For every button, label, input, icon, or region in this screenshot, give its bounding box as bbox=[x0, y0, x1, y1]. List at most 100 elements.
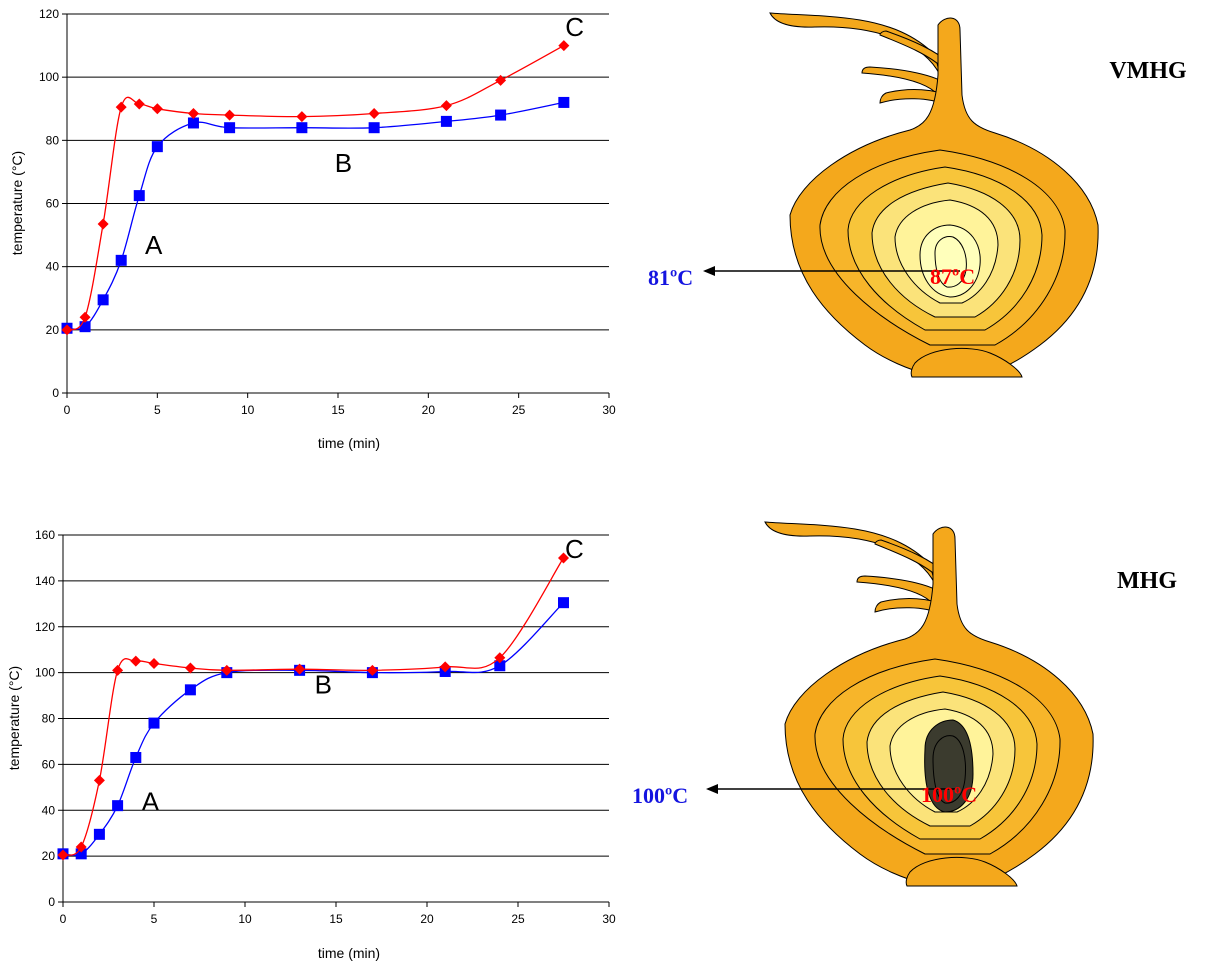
chart-1-series-0-point bbox=[495, 74, 507, 86]
chart-2-series-1-point bbox=[112, 800, 124, 812]
chart-1-series-0-point bbox=[368, 107, 380, 119]
onion-1-core-temp: 87ºC bbox=[930, 264, 975, 289]
chart-1-y-axis-label: temperature (°C) bbox=[9, 151, 25, 255]
chart-2: 0 20 40 60 80 100 120 140 160 0 5 10 15 20 25 30 A B C t… bbox=[6, 528, 616, 961]
chart-2-series-0-point bbox=[130, 655, 142, 667]
chart-2-series-1-point bbox=[93, 828, 105, 840]
chart-1-y-tick-label: 100 bbox=[39, 70, 59, 84]
chart-2-y-tick-label: 120 bbox=[35, 620, 55, 634]
onion-2 bbox=[764, 521, 1094, 887]
onion-1-sprout-2 bbox=[879, 30, 953, 71]
chart-1-series-0-point bbox=[558, 40, 570, 52]
chart-2-series bbox=[57, 552, 569, 861]
chart-2-x-tick-label: 20 bbox=[420, 912, 434, 926]
chart-2-series-0-point bbox=[57, 849, 69, 861]
chart-2-series-0-point bbox=[494, 652, 506, 664]
chart-1-x-tick-label: 15 bbox=[331, 403, 345, 417]
chart-2-x-tick-label: 30 bbox=[602, 912, 616, 926]
chart-1-annotations: A B C bbox=[145, 12, 584, 260]
chart-1-series-1-point bbox=[187, 117, 199, 129]
chart-1-x-tick-label: 10 bbox=[241, 403, 255, 417]
chart-1-series-1-point bbox=[224, 122, 236, 134]
chart-1-series-0-point bbox=[187, 107, 199, 119]
chart-2-series-1-point bbox=[148, 717, 160, 729]
chart-1-series-0-point bbox=[151, 103, 163, 115]
chart-2-series-0-point bbox=[148, 657, 160, 669]
chart-2-gridlines bbox=[63, 534, 609, 857]
chart-2-annotation-a: A bbox=[142, 786, 160, 816]
onion-2-sprout-2 bbox=[874, 539, 948, 580]
chart-2-y-tick-label: 100 bbox=[35, 666, 55, 680]
chart-2-y-tick-label: 20 bbox=[42, 849, 56, 863]
chart-2-x-tick-label: 15 bbox=[329, 912, 343, 926]
chart-1-series-1-line bbox=[66, 101, 564, 330]
chart-1-series-1-point bbox=[79, 321, 91, 333]
onion-2-outside-temp: 100ºC bbox=[632, 783, 688, 808]
chart-2-y-tick-label: 40 bbox=[42, 803, 56, 817]
chart-2-series-0-point bbox=[294, 663, 306, 675]
chart-2-series-0-point bbox=[366, 664, 378, 676]
chart-1-series-0-point bbox=[224, 109, 236, 121]
chart-1-annotation-b: B bbox=[335, 148, 352, 178]
chart-1-annotation-c: C bbox=[565, 12, 584, 42]
chart-2-y-tick-label: 60 bbox=[42, 757, 56, 771]
chart-1-y-tick-label: 20 bbox=[46, 323, 60, 337]
chart-2-series-0-point bbox=[558, 552, 569, 564]
onion-1-sprout-4 bbox=[879, 89, 953, 106]
chart-1-series-0-point bbox=[296, 111, 308, 123]
chart-2-annotation-b: B bbox=[315, 669, 332, 699]
chart-1-series-1-point bbox=[296, 122, 308, 134]
chart-2-y-axis-label: temperature (°C) bbox=[6, 666, 22, 770]
chart-2-x-tick-label: 0 bbox=[60, 912, 67, 926]
chart-2-series-1-point bbox=[130, 751, 142, 763]
chart-1-series-0-point bbox=[440, 100, 452, 112]
chart-2-x-tick-label: 25 bbox=[511, 912, 525, 926]
chart-1-x-tick-label: 20 bbox=[422, 403, 436, 417]
onion-1-sprout-3 bbox=[861, 66, 949, 96]
chart-1-series-0-point bbox=[133, 98, 145, 110]
onion-2-sprout-4 bbox=[874, 598, 948, 615]
chart-2-y-tick-label: 80 bbox=[42, 712, 56, 726]
chart-1-series bbox=[61, 40, 570, 336]
chart-2-y-tick-label: 140 bbox=[35, 574, 55, 588]
onion-1-core bbox=[934, 236, 967, 288]
chart-2-series-0-point bbox=[75, 841, 87, 853]
chart-1-annotation-a: A bbox=[145, 230, 163, 260]
chart-2-annotations: A B C bbox=[142, 534, 584, 816]
chart-1-y-tick-label: 120 bbox=[39, 7, 59, 21]
chart-2-series-0-point bbox=[184, 662, 196, 674]
chart-1-x-tick-label: 5 bbox=[154, 403, 161, 417]
chart-2-y-tick-label: 160 bbox=[35, 528, 55, 542]
chart-2-annotation-c: C bbox=[565, 534, 584, 564]
chart-2-x-axis-label: time (min) bbox=[318, 945, 380, 961]
chart-2-x-tick-label: 10 bbox=[238, 912, 252, 926]
chart-1-x-tick-label: 25 bbox=[512, 403, 526, 417]
onion-1 bbox=[769, 12, 1099, 378]
chart-2-series-0-point bbox=[112, 664, 124, 676]
chart-1-series-1-point bbox=[133, 190, 145, 202]
onion-1-method-label: VMHG bbox=[1109, 58, 1187, 84]
chart-1-series-1-point bbox=[97, 294, 109, 306]
chart-1-series-1-point bbox=[495, 109, 507, 121]
chart-2-series-0-point bbox=[93, 774, 105, 786]
chart-1-x-ticks: 0 5 10 15 20 25 30 bbox=[64, 393, 616, 417]
chart-2-series-1-point bbox=[494, 660, 506, 672]
chart-1-x-axis-label: time (min) bbox=[318, 435, 380, 451]
chart-2-x-tick-label: 5 bbox=[151, 912, 158, 926]
chart-1-series-0-point bbox=[115, 101, 127, 113]
chart-1-series-0-point bbox=[97, 218, 109, 230]
chart-1-y-tick-label: 60 bbox=[46, 197, 60, 211]
onion-2-method-label: MHG bbox=[1117, 568, 1177, 594]
chart-1: 0 20 40 60 80 100 120 0 5 10 15 20 25 30 A B C time (m… bbox=[9, 7, 616, 451]
chart-1-y-tick-label: 0 bbox=[52, 386, 59, 400]
chart-1-y-tick-label: 40 bbox=[46, 260, 60, 274]
chart-2-series-0-point bbox=[439, 661, 451, 673]
onion-2-core-inner bbox=[932, 735, 966, 804]
chart-1-y-tick-label: 80 bbox=[46, 133, 60, 147]
chart-1-y-ticks: 0 20 40 60 80 100 120 bbox=[39, 7, 67, 400]
chart-1-series-0-point bbox=[79, 311, 91, 323]
chart-1-series-1-point bbox=[558, 96, 570, 108]
chart-1-series-1-point bbox=[115, 254, 127, 266]
chart-2-series-0-point bbox=[221, 664, 233, 676]
